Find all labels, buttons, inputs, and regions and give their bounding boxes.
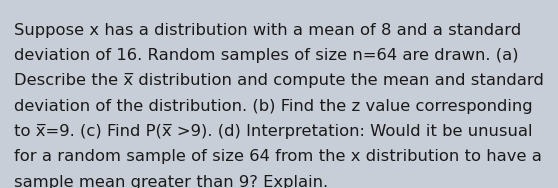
Text: sample mean greater than 9? Explain.: sample mean greater than 9? Explain. [14, 175, 328, 188]
Text: for a random sample of size 64 from the x distribution to have a: for a random sample of size 64 from the … [14, 149, 542, 164]
Text: Describe the x̅ distribution and compute the mean and standard: Describe the x̅ distribution and compute… [14, 73, 544, 88]
Text: deviation of the distribution. (b) Find the z value corresponding: deviation of the distribution. (b) Find … [14, 99, 532, 114]
Text: deviation of 16. Random samples of size n=64 are drawn. (a): deviation of 16. Random samples of size … [14, 48, 518, 63]
Text: Suppose x has a distribution with a mean of 8 and a standard: Suppose x has a distribution with a mean… [14, 23, 521, 38]
Text: to x̅=9. (c) Find P(x̅ >9). (d) Interpretation: Would it be unusual: to x̅=9. (c) Find P(x̅ >9). (d) Interpre… [14, 124, 532, 139]
